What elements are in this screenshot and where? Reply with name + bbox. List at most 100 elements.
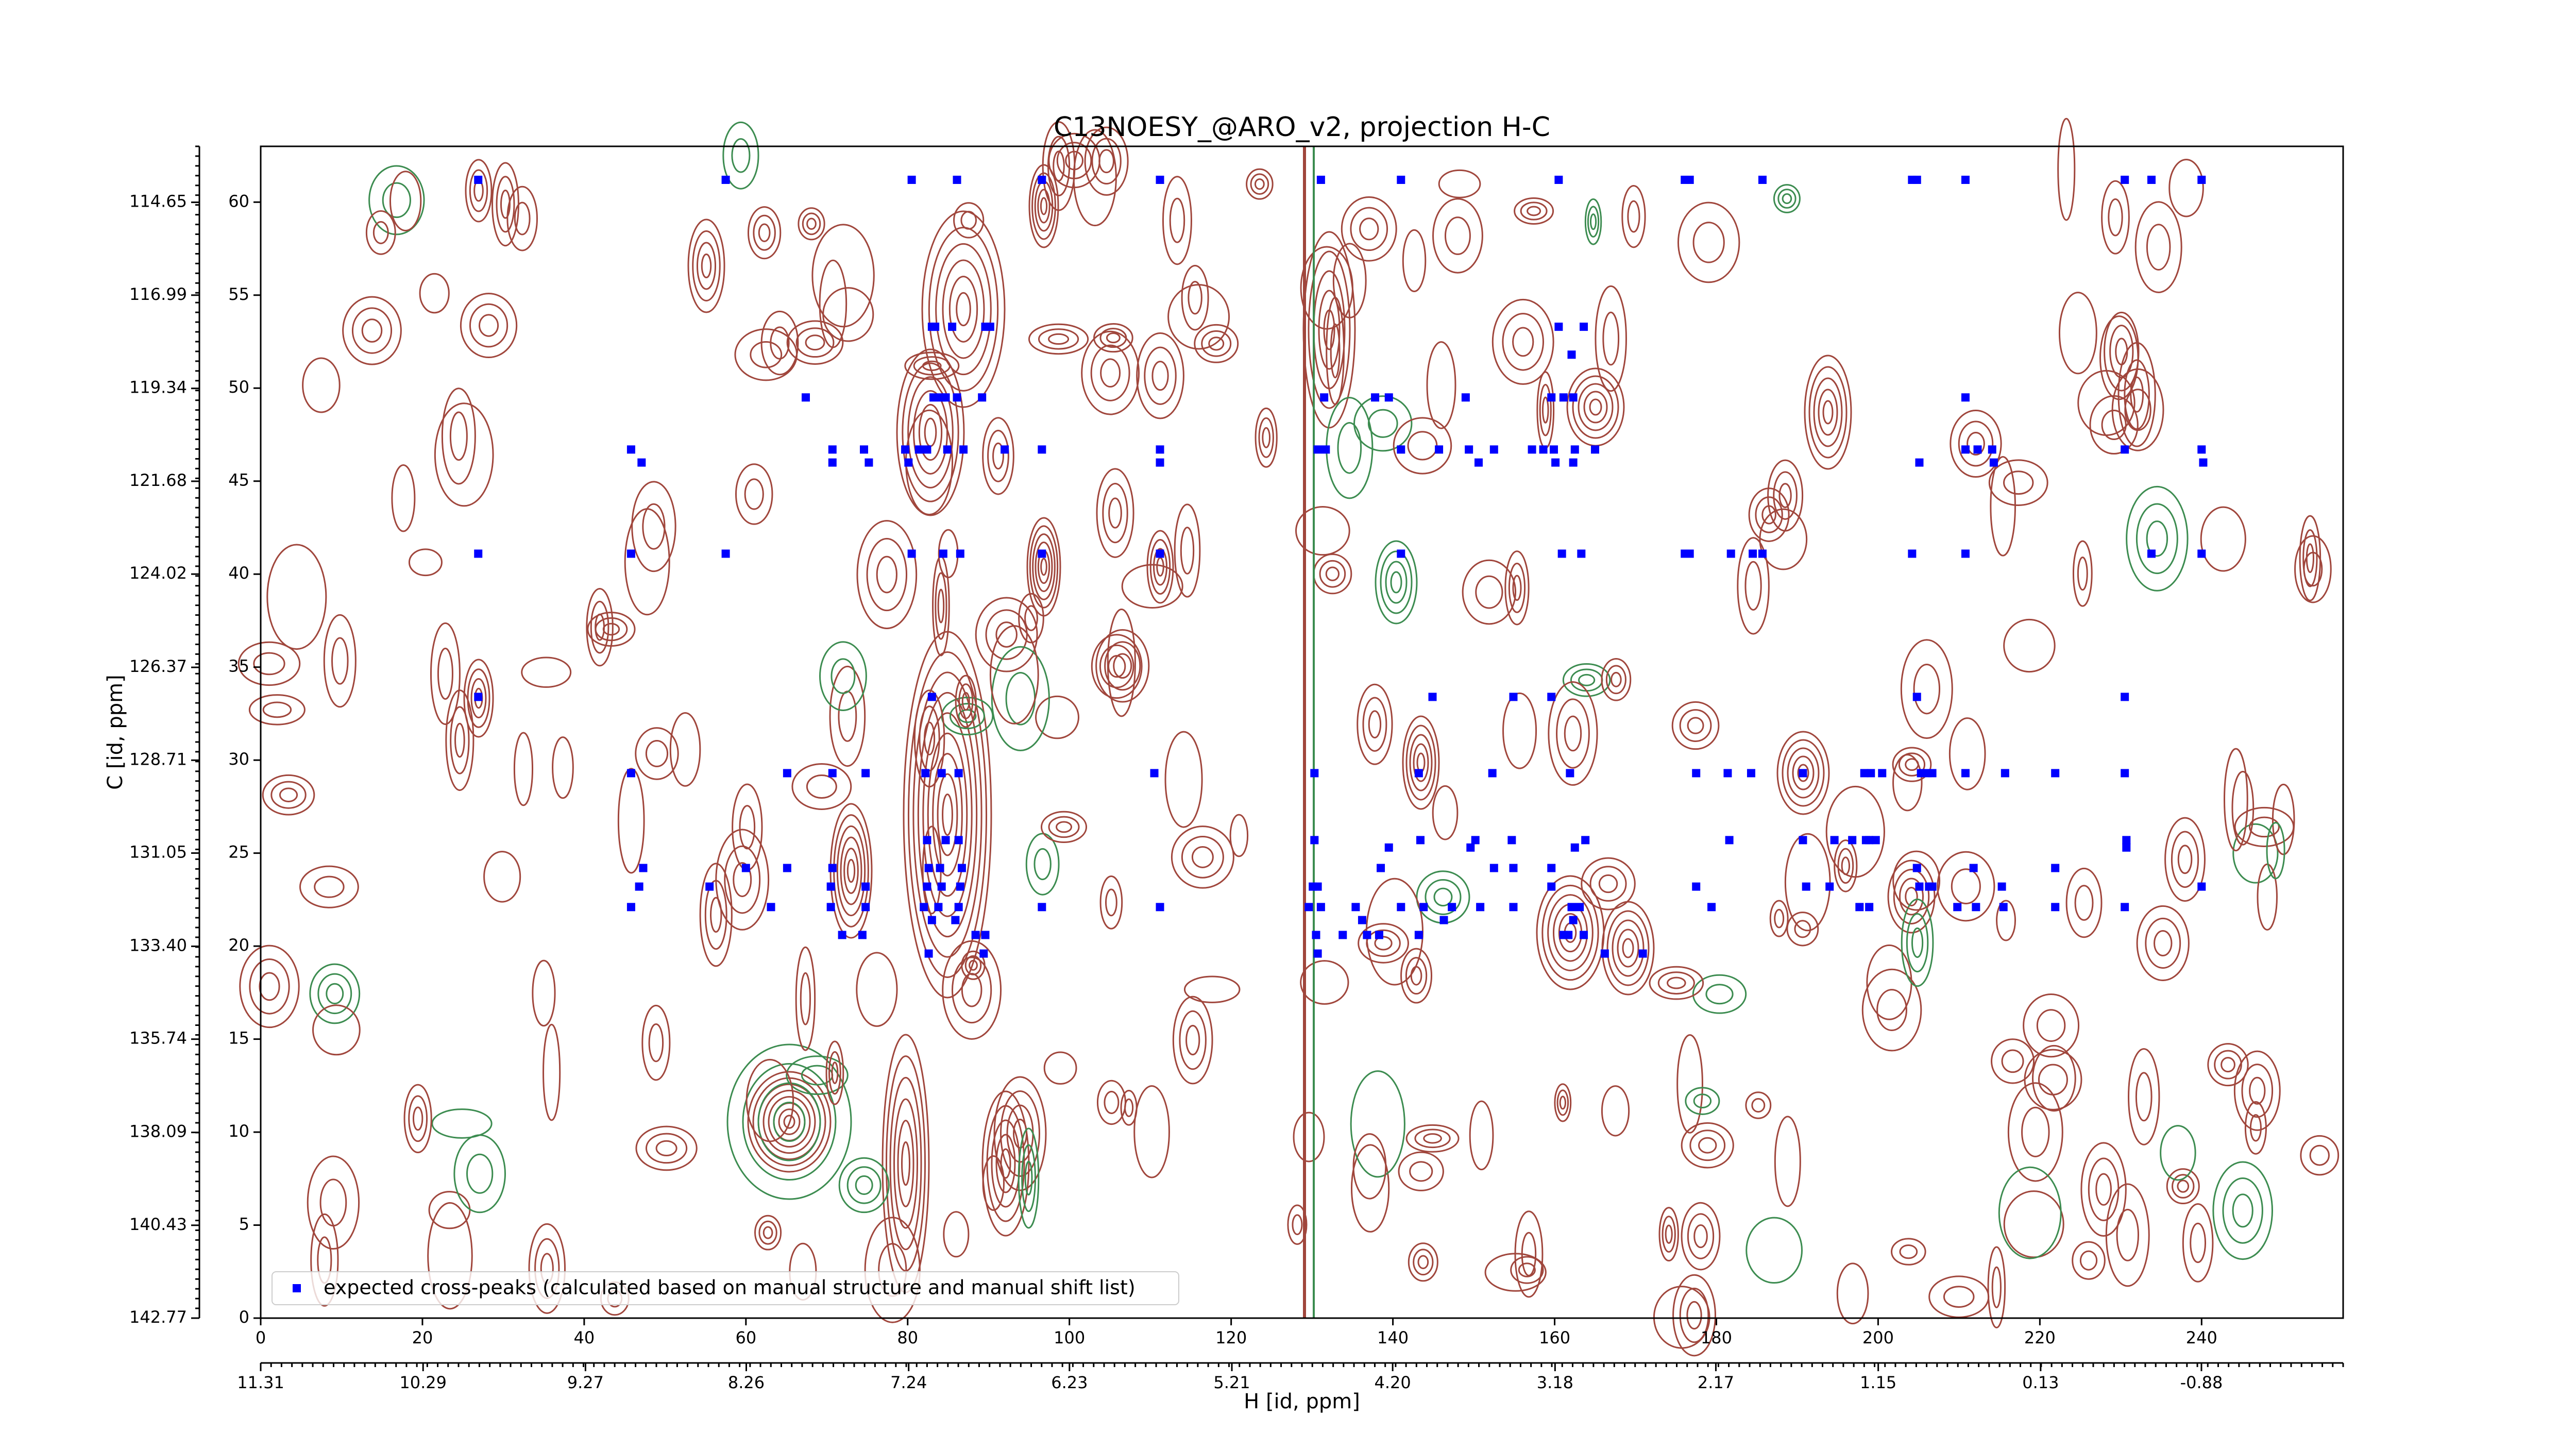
contour bbox=[2101, 180, 2130, 255]
cross-peak bbox=[971, 931, 980, 939]
contour bbox=[1745, 1091, 1772, 1119]
contour bbox=[1409, 1161, 1433, 1182]
contour bbox=[1541, 884, 1599, 981]
contour bbox=[2249, 816, 2280, 838]
contour bbox=[1053, 150, 1065, 182]
y-tick-label: 15 bbox=[228, 1029, 249, 1048]
y2-tick-label: 124.02 bbox=[129, 563, 187, 583]
cross-peak bbox=[1961, 393, 1970, 402]
x2-tick-label: 6.23 bbox=[1051, 1373, 1088, 1392]
contour bbox=[351, 307, 393, 354]
contour bbox=[1679, 1287, 1709, 1343]
contour bbox=[913, 356, 951, 376]
contour bbox=[739, 805, 756, 850]
contour bbox=[1133, 1085, 1170, 1178]
contour bbox=[1174, 503, 1201, 598]
contour bbox=[1773, 184, 1801, 213]
cross-peak bbox=[2001, 769, 2009, 778]
contour bbox=[1475, 575, 1503, 609]
cross-peak bbox=[861, 903, 870, 912]
contour bbox=[1653, 1286, 1710, 1349]
y-axis-label: C [id, ppm] bbox=[104, 675, 127, 790]
contour bbox=[310, 1213, 339, 1307]
contour bbox=[1899, 1244, 1918, 1259]
contour bbox=[259, 972, 280, 1001]
contour bbox=[828, 1051, 841, 1095]
cross-peak bbox=[639, 864, 648, 872]
contour bbox=[1417, 1255, 1429, 1269]
contour bbox=[669, 712, 701, 787]
cross-peak bbox=[954, 769, 963, 778]
contour bbox=[1512, 327, 1534, 357]
contour bbox=[1375, 540, 1418, 625]
contour bbox=[642, 503, 666, 550]
contour bbox=[1136, 332, 1184, 419]
contour bbox=[1587, 206, 1600, 238]
cross-peak bbox=[1316, 903, 1325, 912]
contour bbox=[1095, 629, 1150, 703]
contour bbox=[1104, 641, 1141, 691]
cross-peak bbox=[2121, 903, 2129, 912]
cross-peak bbox=[783, 864, 791, 872]
cross-peak bbox=[2121, 445, 2129, 454]
contour bbox=[1572, 375, 1619, 439]
cross-peak bbox=[1723, 769, 1732, 778]
contour bbox=[1048, 333, 1070, 345]
contour bbox=[1649, 966, 1704, 1000]
contour bbox=[1834, 839, 1858, 892]
contour bbox=[239, 945, 300, 1029]
contour bbox=[1308, 250, 1351, 409]
contour bbox=[2200, 506, 2246, 572]
y-tick-label: 45 bbox=[228, 470, 249, 490]
contour bbox=[1035, 695, 1079, 739]
contour bbox=[778, 1108, 801, 1135]
cross-peak bbox=[1465, 445, 1473, 454]
cross-peak bbox=[1461, 393, 1470, 402]
contour bbox=[989, 625, 1039, 724]
contour bbox=[506, 186, 538, 251]
contour bbox=[1033, 848, 1052, 881]
contour bbox=[1751, 1098, 1766, 1113]
contour bbox=[982, 417, 1014, 495]
cross-peak bbox=[1509, 864, 1518, 872]
contour bbox=[270, 781, 307, 809]
contour bbox=[1556, 698, 1590, 769]
cross-peak bbox=[1156, 445, 1164, 454]
contour bbox=[2146, 520, 2168, 557]
contour bbox=[1367, 409, 1398, 438]
contour bbox=[1937, 851, 1995, 922]
chart-title: C13NOESY_@ARO_v2, projection H-C bbox=[1054, 112, 1550, 143]
legend-box bbox=[272, 1271, 1179, 1305]
contour bbox=[1667, 976, 1686, 989]
contour bbox=[2101, 409, 2127, 441]
contour bbox=[1786, 912, 1819, 947]
x2-tick-label: 5.21 bbox=[1213, 1373, 1250, 1392]
contour bbox=[1380, 550, 1413, 614]
contour bbox=[1774, 908, 1785, 929]
contour bbox=[2065, 867, 2103, 938]
x-tick-label: 120 bbox=[1215, 1328, 1247, 1347]
contour bbox=[1627, 200, 1640, 233]
contour bbox=[856, 952, 898, 1027]
contour bbox=[391, 464, 416, 532]
cross-peak bbox=[2197, 175, 2206, 184]
cross-peak bbox=[865, 458, 873, 467]
contour bbox=[1836, 1262, 1869, 1325]
contour bbox=[935, 572, 947, 640]
contour bbox=[2074, 885, 2094, 921]
contour bbox=[2003, 470, 2034, 495]
x-tick-label: 80 bbox=[897, 1328, 918, 1347]
contour bbox=[1658, 1207, 1679, 1262]
contour bbox=[307, 1155, 360, 1250]
contour bbox=[1107, 609, 1136, 717]
y2-tick-label: 138.09 bbox=[129, 1122, 187, 1141]
contour bbox=[2136, 503, 2178, 575]
contour bbox=[1554, 1083, 1572, 1122]
contour bbox=[856, 520, 918, 629]
cross-peak bbox=[1435, 445, 1444, 454]
contour bbox=[975, 597, 1038, 672]
cross-peak bbox=[626, 549, 635, 558]
contour bbox=[760, 310, 799, 376]
cross-peak bbox=[1999, 903, 2008, 912]
contour bbox=[645, 739, 669, 767]
